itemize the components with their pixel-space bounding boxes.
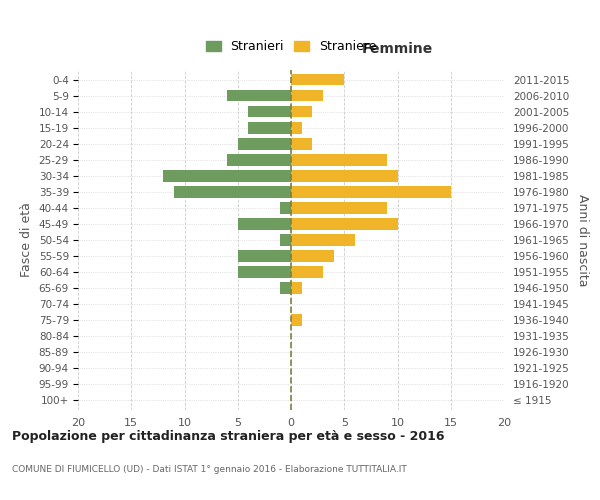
Bar bbox=[291, 74, 344, 86]
Bar bbox=[227, 154, 291, 166]
Bar bbox=[291, 106, 313, 118]
Bar bbox=[238, 218, 291, 230]
Bar bbox=[291, 266, 323, 278]
Legend: Stranieri, Straniere: Stranieri, Straniere bbox=[200, 36, 382, 59]
Text: COMUNE DI FIUMICELLO (UD) - Dati ISTAT 1° gennaio 2016 - Elaborazione TUTTITALIA: COMUNE DI FIUMICELLO (UD) - Dati ISTAT 1… bbox=[12, 465, 407, 474]
Bar bbox=[291, 122, 302, 134]
Bar bbox=[291, 250, 334, 262]
Bar bbox=[291, 218, 398, 230]
Bar bbox=[280, 202, 291, 213]
Bar bbox=[248, 122, 291, 134]
Bar bbox=[238, 250, 291, 262]
Bar bbox=[291, 154, 387, 166]
Y-axis label: Anni di nascita: Anni di nascita bbox=[576, 194, 589, 286]
Bar bbox=[280, 234, 291, 246]
Bar bbox=[291, 282, 302, 294]
Bar bbox=[238, 266, 291, 278]
Bar bbox=[163, 170, 291, 181]
Bar bbox=[238, 138, 291, 149]
Bar bbox=[291, 170, 398, 181]
Bar bbox=[280, 282, 291, 294]
Bar bbox=[291, 186, 451, 198]
Bar bbox=[291, 234, 355, 246]
Text: Popolazione per cittadinanza straniera per età e sesso - 2016: Popolazione per cittadinanza straniera p… bbox=[12, 430, 445, 443]
Bar bbox=[291, 90, 323, 102]
Bar bbox=[248, 106, 291, 118]
Bar bbox=[227, 90, 291, 102]
Bar bbox=[291, 138, 313, 149]
Bar bbox=[291, 314, 302, 326]
Y-axis label: Fasce di età: Fasce di età bbox=[20, 202, 33, 278]
Bar bbox=[174, 186, 291, 198]
Text: Femmine: Femmine bbox=[362, 42, 433, 56]
Bar bbox=[291, 202, 387, 213]
